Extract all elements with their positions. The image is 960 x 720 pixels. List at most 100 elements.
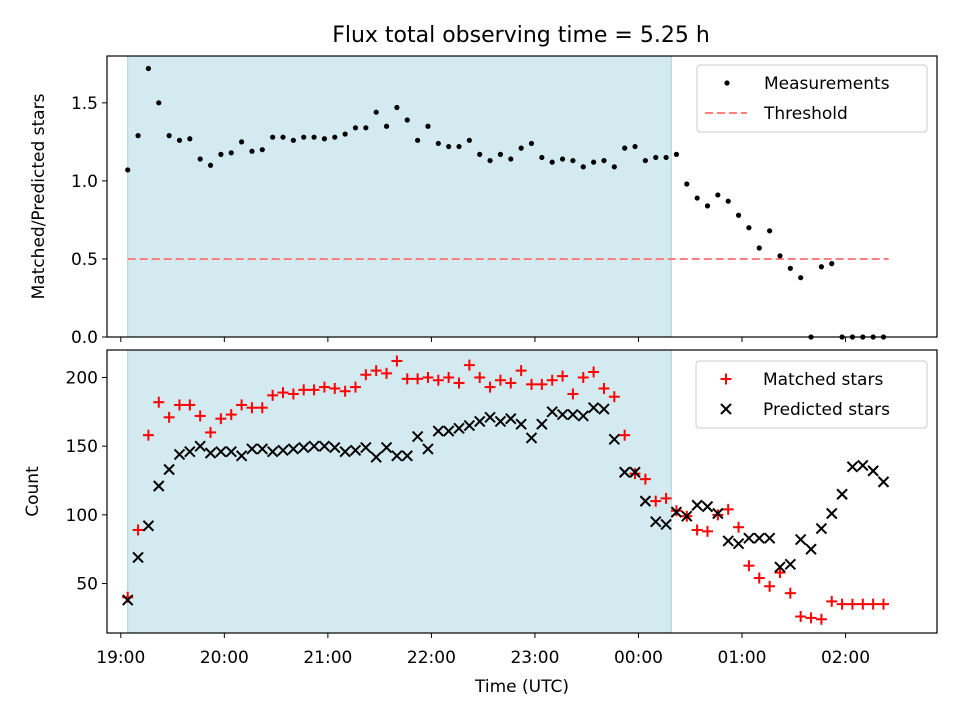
measurement-point (663, 154, 669, 161)
predicted-star-point (505, 412, 517, 425)
matched-star-point (525, 378, 537, 390)
bottom-observing-window (127, 349, 672, 634)
measurement-point (301, 134, 307, 140)
matched-stars-series (122, 355, 890, 625)
measurement-point (383, 123, 390, 129)
matched-star-point (381, 367, 393, 379)
predicted-star-point (235, 450, 248, 462)
predicted-star-point (650, 516, 662, 528)
matched-star-point (650, 495, 662, 507)
top-ytick-label: 1.5 (71, 94, 98, 114)
legend-label: Predicted stars (763, 400, 890, 420)
predicted-star-point (256, 443, 269, 455)
top-ytick-label: 0.0 (71, 328, 98, 348)
predicted-star-point (794, 533, 807, 546)
matched-star-point (619, 429, 631, 441)
measurement-point (342, 131, 348, 137)
matched-star-point (608, 391, 620, 403)
matched-star-point (515, 365, 527, 377)
predicted-star-point (246, 443, 258, 455)
predicted-star-point (432, 425, 445, 437)
matched-star-point (360, 369, 372, 381)
predicted-star-point (204, 447, 217, 459)
top-ytick-label: 0.5 (71, 250, 98, 270)
matched-star-point (733, 521, 745, 533)
measurement-point (238, 139, 245, 145)
matched-star-point (691, 524, 703, 536)
measurement-point (642, 157, 648, 164)
matched-star-point (225, 409, 237, 421)
measurement-point (829, 261, 835, 267)
measurement-point (777, 253, 783, 259)
predicted-star-point (546, 406, 558, 418)
predicted-star-point (815, 522, 828, 535)
matched-star-point (701, 525, 713, 537)
measurement-point (321, 136, 328, 142)
predicted-star-point (215, 445, 227, 458)
predicted-star-point (163, 463, 175, 476)
predicted-star-point (805, 543, 817, 555)
measurements-series (125, 65, 887, 340)
matched-star-point (546, 374, 558, 386)
matched-star-point (184, 399, 196, 411)
predicted-star-point (318, 440, 331, 452)
predicted-star-point (774, 561, 786, 573)
matched-star-point (391, 355, 403, 367)
predicted-star-point (639, 495, 652, 507)
matched-star-point (453, 377, 465, 389)
matched-star-point (867, 598, 879, 610)
predicted-star-point (494, 415, 507, 428)
matched-star-point (505, 377, 517, 389)
measurement-point (435, 140, 441, 147)
measurement-point (332, 134, 338, 140)
predicted-star-point (753, 532, 765, 544)
matched-star-point (215, 413, 227, 425)
predicted-star-point (153, 480, 165, 492)
xtick-label: 00:00 (614, 648, 663, 668)
predicted-star-point (629, 466, 641, 478)
predicted-star-point (826, 507, 838, 520)
predicted-star-point (380, 441, 393, 454)
matched-star-point (422, 371, 434, 383)
matched-star-point (598, 382, 610, 394)
measurement-point (166, 133, 172, 139)
predicted-star-point (142, 520, 155, 532)
predicted-star-point (598, 403, 610, 415)
measurement-point (684, 181, 690, 187)
predicted-star-point (712, 507, 724, 520)
bottom-y-axis-label: Count (23, 466, 43, 517)
predicted-star-point (442, 425, 455, 437)
measurement-point (477, 151, 483, 157)
matched-star-point (173, 399, 185, 411)
top-ytick-label: 1.0 (71, 172, 98, 192)
matched-star-point (163, 411, 175, 423)
legend-box (695, 360, 928, 429)
predicted-star-point (515, 418, 527, 430)
top-y-axis-label: Matched/Predicted stars (29, 93, 49, 299)
predicted-star-point (556, 408, 569, 421)
predicted-star-point (567, 408, 579, 421)
matched-star-point (878, 598, 890, 610)
matched-star-point (660, 492, 672, 504)
measurement-point (767, 228, 773, 234)
measurement-point (466, 137, 472, 143)
measurement-point (311, 134, 317, 140)
bottom-panel: 50 100 150 200 19:00 20:00 21:00 22:00 23:00 00:… (23, 349, 938, 697)
predicted-star-point (391, 450, 403, 462)
legend-label: Threshold (763, 104, 848, 124)
matched-star-point (753, 572, 765, 584)
predicted-star-point (463, 419, 476, 432)
matched-star-point (443, 371, 455, 383)
predicted-star-point (329, 441, 341, 454)
measurement-point (394, 104, 400, 111)
measurement-point (756, 245, 762, 251)
matched-star-point (639, 473, 651, 485)
predicted-star-point (422, 443, 434, 455)
matched-star-point (153, 396, 165, 408)
matched-star-point (826, 595, 838, 607)
matched-star-point (142, 429, 154, 441)
predicted-star-point (732, 537, 745, 550)
predicted-star-point (121, 594, 134, 606)
bottom-ytick-label: 150 (66, 437, 98, 457)
